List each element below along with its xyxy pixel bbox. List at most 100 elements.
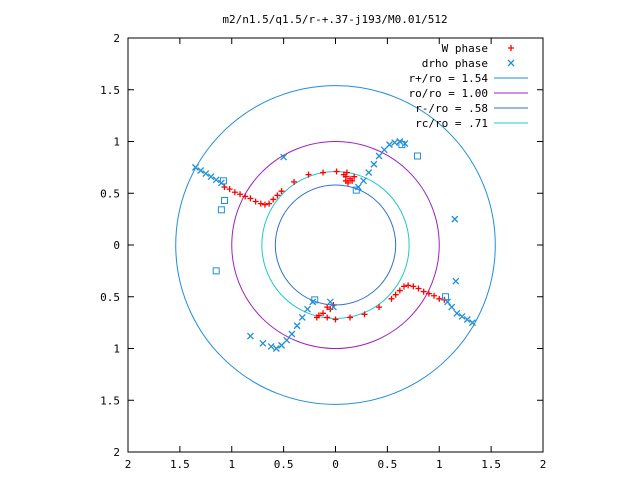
point-series-0 (410, 283, 417, 290)
point-series-0 (415, 285, 422, 292)
point-series-0 (270, 196, 277, 203)
legend-label: W phase (442, 42, 488, 55)
point-series-0 (361, 311, 368, 318)
point-series-0 (252, 198, 259, 205)
point-series-0 (405, 282, 412, 289)
plot-frame (127, 37, 544, 453)
point-series-1 (246, 332, 254, 340)
point-series-1 (304, 305, 311, 313)
point-series-0 (392, 291, 399, 298)
point-series-1 (326, 298, 334, 306)
point-series-2 (311, 296, 319, 304)
point-series-0 (420, 288, 427, 295)
point-series-2 (217, 206, 225, 214)
point-series-0 (221, 184, 228, 191)
point-series-1 (370, 160, 378, 168)
y-tick-label: 1 (113, 343, 120, 356)
circle-r0_58 (274, 184, 397, 306)
axis-ticks: 2 1.5 1 0.5 0 0.5 1 1.5 221.510.500.511.52 (100, 32, 546, 471)
point-series-0 (343, 169, 350, 176)
point-series-0 (242, 193, 249, 200)
x-tick-label: 0.5 (274, 458, 294, 471)
point-series-0 (400, 283, 407, 290)
legend-marker (507, 59, 515, 67)
point-series-1 (375, 152, 383, 160)
point-series-0 (332, 316, 339, 323)
x-tick-label: 0 (332, 458, 339, 471)
point-series-0 (266, 200, 273, 207)
point-series-0 (324, 314, 331, 321)
chart-title: m2/n1.5/q1.5/r-+.37-j193/M0.01/512 (222, 13, 447, 26)
y-tick-label: 1.5 (100, 394, 120, 407)
point-series-1 (380, 146, 388, 154)
y-tick-label: 2 (113, 446, 120, 459)
point-series-1 (272, 345, 280, 352)
point-series-0 (349, 177, 356, 184)
point-series-2 (413, 152, 421, 160)
point-series-1 (207, 173, 215, 181)
point-series-2 (398, 141, 406, 149)
data-points (191, 138, 476, 352)
point-series-0 (436, 295, 443, 302)
point-series-0 (231, 189, 238, 196)
point-series-0 (324, 304, 331, 311)
point-series-1 (468, 319, 476, 327)
point-series-1 (197, 167, 205, 174)
point-series-0 (291, 178, 297, 185)
point-series-1 (451, 215, 459, 223)
circle-r0_71 (261, 171, 410, 319)
y-tick-label: 0.5 (100, 187, 120, 200)
circle-r1 (231, 141, 440, 349)
point-series-0 (327, 306, 334, 313)
legend-label: r-/ro = .58 (415, 102, 488, 115)
point-series-0 (274, 192, 281, 199)
point-series-0 (320, 310, 327, 317)
point-series-0 (257, 200, 264, 207)
circle-r1_54 (175, 85, 496, 405)
legend-label: drho phase (422, 57, 488, 70)
point-series-1 (191, 163, 199, 171)
point-series-2 (212, 267, 220, 275)
point-series-1 (283, 336, 291, 344)
point-series-1 (202, 170, 210, 178)
point-series-2 (220, 196, 228, 204)
point-series-0 (247, 195, 254, 202)
point-series-1 (463, 316, 471, 323)
point-series-0 (388, 295, 395, 302)
x-tick-label: 2 (540, 458, 547, 471)
point-series-1 (280, 153, 288, 161)
point-series-0 (237, 191, 244, 198)
point-series-1 (453, 309, 461, 317)
y-tick-label: 0 (113, 239, 120, 252)
point-series-1 (267, 342, 275, 350)
point-series-1 (309, 298, 317, 306)
y-tick-label: 1 (113, 136, 120, 149)
point-series-1 (288, 330, 296, 338)
legend: W phase drho phase r+/ro = 1.54 ro/ro = 1.0… (409, 42, 528, 130)
point-series-0 (344, 179, 351, 186)
point-series-1 (458, 312, 466, 320)
point-series-1 (448, 303, 456, 311)
point-series-0 (347, 314, 354, 321)
x-tick-label: 1 (436, 458, 443, 471)
point-series-0 (396, 287, 403, 294)
legend-label: rc/ro = .71 (415, 117, 488, 130)
legend-label: ro/ro = 1.00 (409, 87, 488, 100)
point-series-1 (360, 177, 367, 185)
point-series-0 (376, 304, 383, 311)
y-tick-label: 1.5 (100, 84, 120, 97)
point-series-1 (391, 139, 399, 146)
y-tick-label: 0.5 (100, 291, 120, 304)
x-tick-label: 1.5 (481, 458, 501, 471)
point-series-1 (278, 341, 286, 349)
point-series-2 (352, 186, 360, 194)
x-tick-label: 1 (228, 458, 235, 471)
point-series-2 (441, 293, 449, 301)
point-series-1 (365, 169, 373, 177)
x-tick-label: 1.5 (170, 458, 190, 471)
point-series-1 (385, 141, 393, 149)
point-series-0 (313, 314, 320, 321)
point-series-0 (278, 188, 285, 195)
point-series-0 (425, 290, 432, 297)
